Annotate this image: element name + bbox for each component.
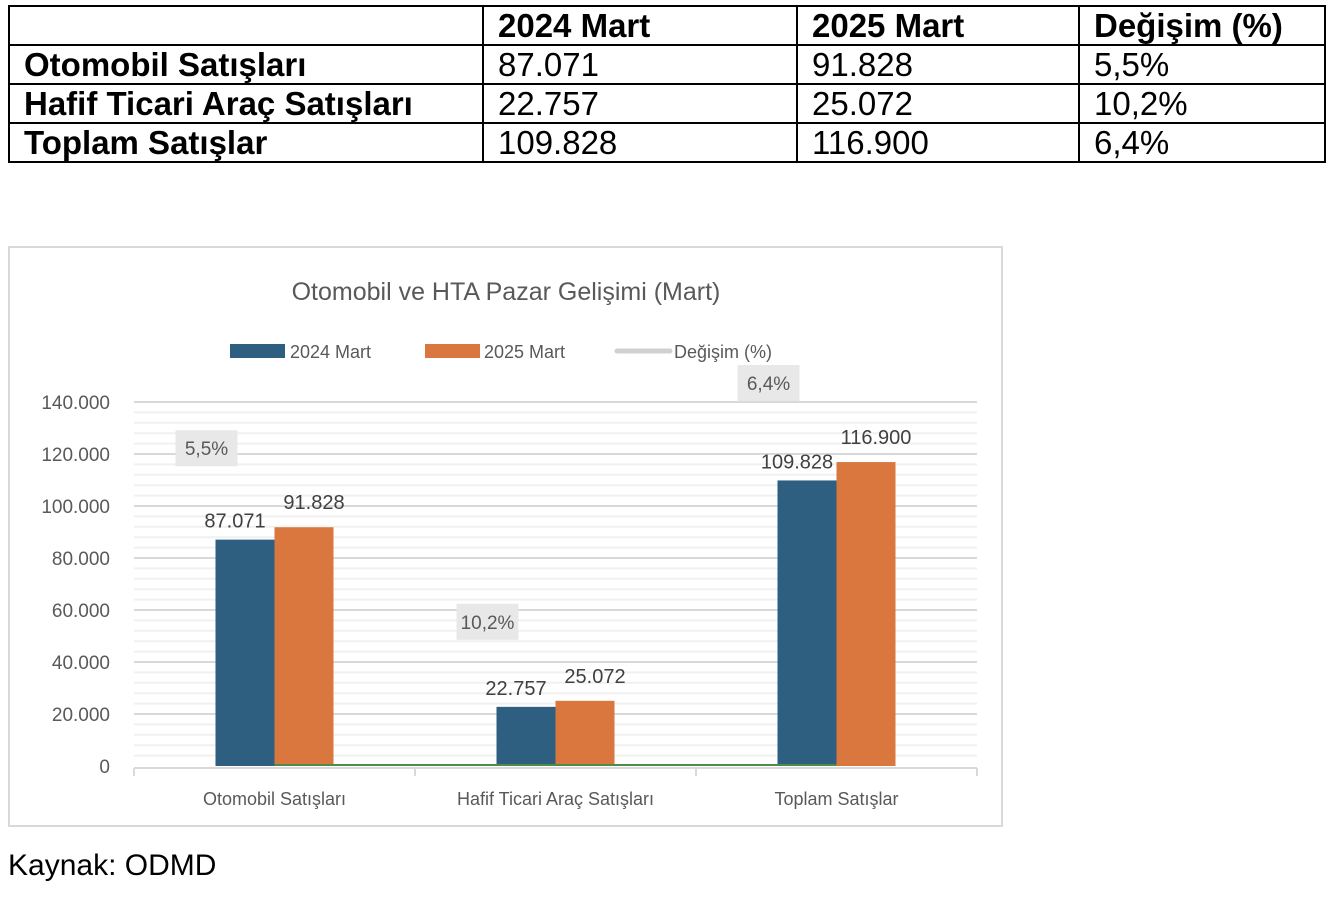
table-row: Hafif Ticari Araç Satışları 22.757 25.07…	[8, 83, 1326, 124]
cell-2025: 116.900	[796, 122, 1080, 163]
bar-2024	[215, 539, 275, 766]
x-category-label: Otomobil Satışları	[203, 789, 346, 809]
change-label: 10,2%	[461, 613, 515, 634]
table-row: Otomobil Satışları 87.071 91.828 5,5%	[8, 44, 1326, 85]
chart-legend: 2024 Mart 2025 Mart Değişim (%)	[230, 342, 772, 362]
legend-label-2025: 2025 Mart	[484, 342, 565, 362]
y-tick-label: 40.000	[52, 653, 110, 674]
change-label-box	[175, 430, 238, 467]
y-tick-label: 60.000	[52, 601, 110, 622]
bar-2024	[496, 706, 556, 766]
header-cell-2024: 2024 Mart	[482, 5, 798, 46]
data-label-2024: 22.757	[485, 678, 546, 700]
y-tick-label: 20.000	[52, 705, 110, 726]
legend-swatch-2024	[230, 344, 285, 358]
data-label-2024: 109.828	[761, 451, 833, 473]
y-tick-label: 100.000	[41, 497, 110, 518]
cell-change: 5,5%	[1078, 44, 1326, 85]
table-header-row: 2024 Mart 2025 Mart Değişim (%)	[8, 5, 1326, 46]
y-axis: 0 20.000 40.000 60.000 80.000 100.000 120.000 1…	[41, 393, 110, 778]
row-label: Toplam Satışlar	[8, 122, 484, 163]
header-cell-empty	[8, 5, 484, 46]
header-cell-change: Değişim (%)	[1078, 5, 1326, 46]
change-label: 5,5%	[185, 439, 228, 460]
change-label-box	[456, 603, 519, 640]
cell-2025: 25.072	[796, 83, 1080, 124]
cell-2025: 91.828	[796, 44, 1080, 85]
y-tick-label: 120.000	[41, 445, 110, 466]
bar-2025	[274, 527, 334, 766]
source-note: Kaynak: ODMD	[8, 849, 217, 882]
data-label-2025: 116.900	[841, 427, 912, 449]
row-label: Otomobil Satışları	[8, 44, 484, 85]
change-label: 6,4%	[747, 374, 790, 395]
bars	[215, 462, 896, 766]
data-label-2024: 87.071	[204, 511, 265, 533]
row-label: Hafif Ticari Araç Satışları	[8, 83, 484, 124]
legend-label-2024: 2024 Mart	[290, 342, 371, 362]
data-labels: 87.071 91.828 5,5% 22.757 25.072 10,2% 109.828…	[175, 365, 912, 700]
bar-2025	[836, 462, 896, 766]
bar-2024	[777, 480, 837, 766]
data-label-2025: 91.828	[283, 492, 344, 514]
legend-label-change: Değişim (%)	[674, 342, 772, 362]
x-category-label: Toplam Satışlar	[774, 789, 898, 809]
data-label-2025: 25.072	[564, 666, 625, 688]
y-tick-label: 140.000	[41, 393, 110, 414]
header-cell-2025: 2025 Mart	[796, 5, 1080, 46]
cell-2024: 87.071	[482, 44, 798, 85]
bar-2025	[555, 700, 615, 766]
legend-swatch-2025	[425, 344, 480, 358]
sales-table: 2024 Mart 2025 Mart Değişim (%) Otomobil…	[8, 5, 1326, 163]
x-category-label: Hafif Ticari Araç Satışları	[457, 789, 654, 809]
y-tick-label: 80.000	[52, 549, 110, 570]
cell-2024: 109.828	[482, 122, 798, 163]
y-tick-label: 0	[99, 757, 110, 778]
change-label-box	[737, 365, 800, 402]
x-axis: Otomobil Satışları Hafif Ticari Araç Satı…	[133, 767, 978, 809]
bar-chart: Otomobil ve HTA Pazar Gelişimi (Mart) 20…	[41, 278, 978, 809]
chart-container: Otomobil ve HTA Pazar Gelişimi (Mart) 20…	[8, 246, 1003, 827]
cell-2024: 22.757	[482, 83, 798, 124]
table-row: Toplam Satışlar 109.828 116.900 6,4%	[8, 122, 1326, 163]
cell-change: 6,4%	[1078, 122, 1326, 163]
cell-change: 10,2%	[1078, 83, 1326, 124]
chart-title: Otomobil ve HTA Pazar Gelişimi (Mart)	[292, 278, 721, 306]
